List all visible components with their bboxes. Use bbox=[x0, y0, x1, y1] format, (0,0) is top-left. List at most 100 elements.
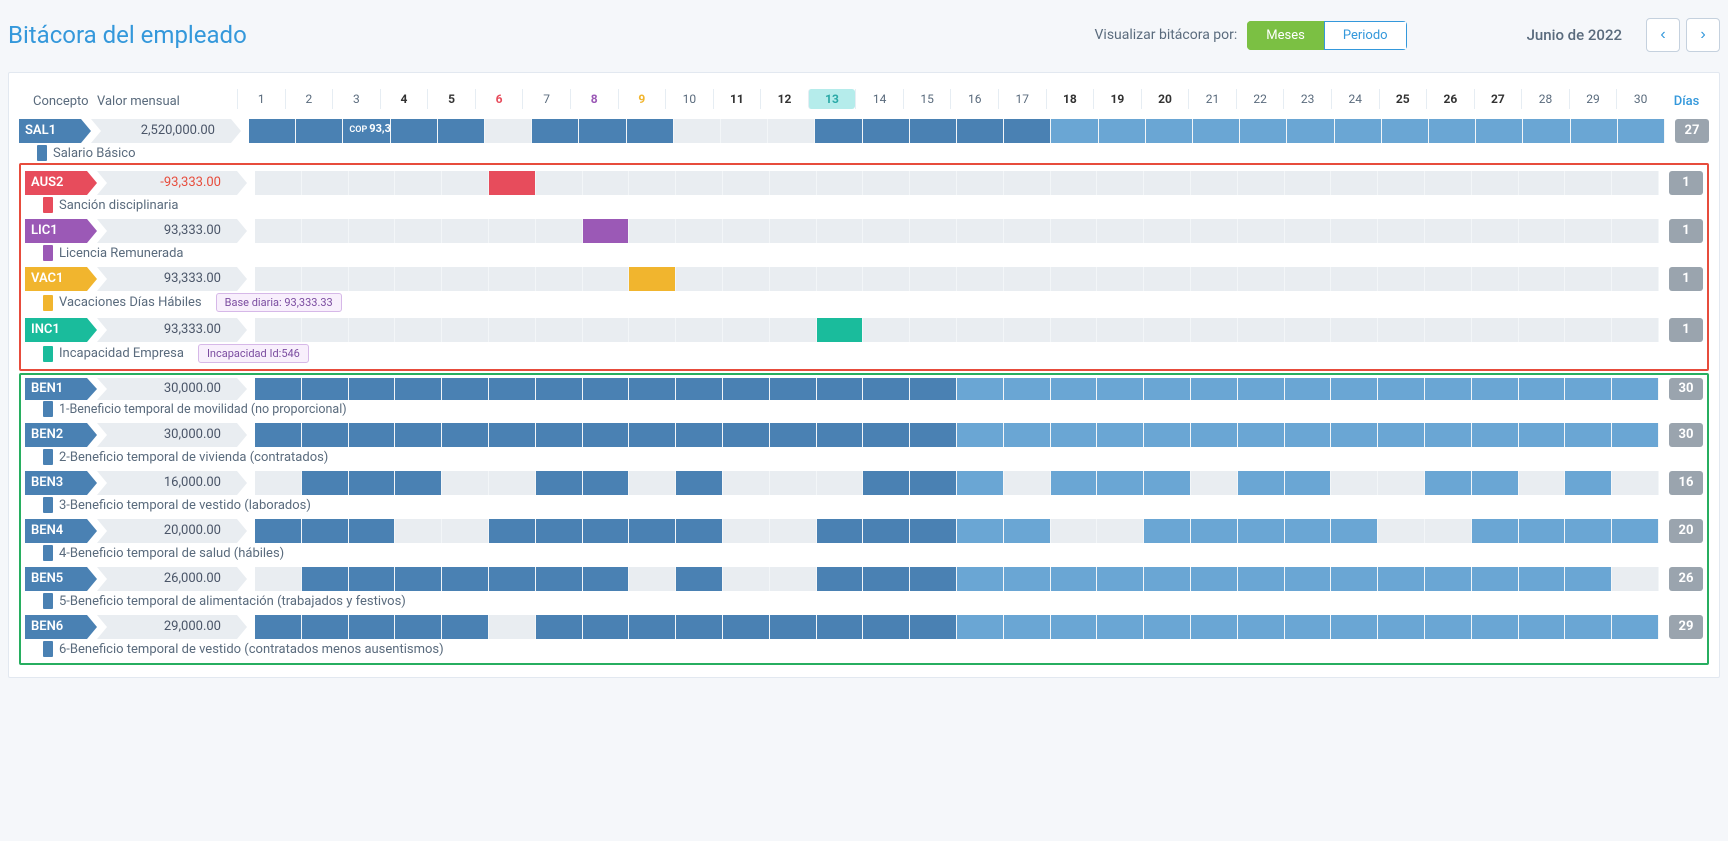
timeline-cell bbox=[1565, 267, 1612, 291]
concept-description: 3-Beneficio temporal de vestido (laborad… bbox=[59, 498, 311, 513]
timeline-cell bbox=[957, 119, 1004, 143]
concept-code-tag[interactable]: BEN4 bbox=[25, 519, 87, 543]
day-header-cell[interactable]: 28 bbox=[1521, 89, 1569, 109]
timeline-track bbox=[255, 615, 1659, 639]
timeline-cell bbox=[817, 567, 864, 591]
timeline-cell bbox=[1004, 318, 1051, 342]
day-header-cell[interactable]: 24 bbox=[1331, 89, 1379, 109]
row-main: BEN526,000.0026 bbox=[25, 567, 1703, 591]
timeline-cell bbox=[1425, 267, 1472, 291]
timeline-cell bbox=[1425, 378, 1472, 400]
day-header-cell[interactable]: 8 bbox=[570, 89, 618, 109]
timeline-cell bbox=[1004, 423, 1051, 447]
timeline-cell bbox=[1378, 267, 1425, 291]
timeline-cell bbox=[1519, 378, 1566, 400]
sub-color-marker bbox=[37, 145, 47, 161]
day-header-cell[interactable]: 30 bbox=[1616, 89, 1664, 109]
timeline-cell bbox=[1378, 318, 1425, 342]
day-header-cell[interactable]: 29 bbox=[1569, 89, 1617, 109]
day-header-cell[interactable]: 18 bbox=[1046, 89, 1094, 109]
day-header-cell[interactable]: 3 bbox=[332, 89, 380, 109]
view-toggle-meses[interactable]: Meses bbox=[1247, 21, 1324, 50]
timeline-cell bbox=[1051, 567, 1098, 591]
day-header-cell[interactable]: 13 bbox=[808, 89, 856, 109]
concept-code-tag[interactable]: INC1 bbox=[25, 318, 87, 342]
day-header-cell[interactable]: 14 bbox=[855, 89, 903, 109]
timeline-cell bbox=[676, 567, 723, 591]
row-main: VAC193,333.001 bbox=[25, 267, 1703, 291]
day-header-cell[interactable]: 20 bbox=[1141, 89, 1189, 109]
day-header-cell[interactable]: 4 bbox=[380, 89, 428, 109]
day-header-cell[interactable]: 25 bbox=[1379, 89, 1427, 109]
next-month-button[interactable]: › bbox=[1686, 18, 1720, 52]
timeline-cell bbox=[1378, 378, 1425, 400]
prev-month-button[interactable]: ‹ bbox=[1646, 18, 1680, 52]
timeline-cell bbox=[349, 567, 396, 591]
concept-code-tag[interactable]: VAC1 bbox=[25, 267, 87, 291]
timeline-cell bbox=[583, 378, 630, 400]
concept-value: 26,000.00 bbox=[97, 567, 237, 591]
view-toggle-label: Visualizar bitácora por: bbox=[1095, 27, 1238, 43]
timeline-cell bbox=[1565, 171, 1612, 195]
view-toggle-periodo[interactable]: Periodo bbox=[1324, 21, 1407, 50]
day-header-cell[interactable]: 10 bbox=[665, 89, 713, 109]
concept-code-tag[interactable]: BEN5 bbox=[25, 567, 87, 591]
day-header-cell[interactable]: 9 bbox=[618, 89, 666, 109]
day-header-cell[interactable]: 21 bbox=[1188, 89, 1236, 109]
row-subline: 2-Beneficio temporal de vivienda (contra… bbox=[25, 449, 1703, 465]
timeline-cell bbox=[1519, 471, 1566, 495]
timeline-cell bbox=[1240, 119, 1287, 143]
timeline-cell bbox=[395, 471, 442, 495]
timeline-cell bbox=[723, 519, 770, 543]
timeline-cell bbox=[1051, 219, 1098, 243]
concept-code-tag[interactable]: BEN2 bbox=[25, 423, 87, 447]
concept-code-tag[interactable]: SAL1 bbox=[19, 119, 81, 143]
row-main: AUS2-93,333.001 bbox=[25, 171, 1703, 195]
timeline-cell bbox=[1051, 615, 1098, 639]
day-header-cell[interactable]: 27 bbox=[1474, 89, 1522, 109]
day-header-cell[interactable]: 17 bbox=[998, 89, 1046, 109]
day-header-cell[interactable]: 5 bbox=[427, 89, 475, 109]
timeline-cell bbox=[583, 519, 630, 543]
timeline-cell bbox=[485, 119, 532, 143]
timeline-cell bbox=[768, 119, 815, 143]
timeline-cell bbox=[489, 318, 536, 342]
day-header-cell[interactable]: 7 bbox=[522, 89, 570, 109]
timeline-cell bbox=[957, 567, 1004, 591]
day-header-cell[interactable]: 12 bbox=[760, 89, 808, 109]
concept-row: BEN420,000.00204-Beneficio temporal de s… bbox=[25, 519, 1703, 561]
day-header-cell[interactable]: 11 bbox=[713, 89, 761, 109]
timeline-cell bbox=[629, 423, 676, 447]
concept-code-tag[interactable]: BEN3 bbox=[25, 471, 87, 495]
timeline-track bbox=[255, 567, 1659, 591]
concept-code-tag[interactable]: AUS2 bbox=[25, 171, 87, 195]
day-header-cell[interactable]: 22 bbox=[1236, 89, 1284, 109]
timeline-cell bbox=[1618, 119, 1665, 143]
day-header-cell[interactable]: 19 bbox=[1093, 89, 1141, 109]
day-header-cell[interactable]: 2 bbox=[285, 89, 333, 109]
timeline-cell bbox=[1191, 519, 1238, 543]
day-header-cell[interactable]: 1 bbox=[237, 89, 285, 109]
timeline-cell bbox=[910, 318, 957, 342]
timeline-cell bbox=[957, 471, 1004, 495]
day-header-cell[interactable]: 26 bbox=[1426, 89, 1474, 109]
timeline-cell bbox=[1097, 318, 1144, 342]
day-header-cell[interactable]: 6 bbox=[475, 89, 523, 109]
timeline-cell bbox=[1472, 471, 1519, 495]
day-header-cell[interactable]: 16 bbox=[950, 89, 998, 109]
concept-description: 4-Beneficio temporal de salud (hábiles) bbox=[59, 546, 284, 561]
day-header-cell[interactable]: 23 bbox=[1283, 89, 1331, 109]
timeline-cell bbox=[583, 318, 630, 342]
timeline-cell bbox=[536, 615, 583, 639]
day-header-cell[interactable]: 15 bbox=[903, 89, 951, 109]
concept-code-tag[interactable]: LIC1 bbox=[25, 219, 87, 243]
timeline-cell bbox=[1331, 219, 1378, 243]
timeline-cell bbox=[1331, 267, 1378, 291]
timeline-cell bbox=[1519, 615, 1566, 639]
timeline-cell bbox=[1238, 471, 1285, 495]
timeline-cell bbox=[910, 615, 957, 639]
concept-code-tag[interactable]: BEN6 bbox=[25, 615, 87, 639]
concept-code-tag[interactable]: BEN1 bbox=[25, 378, 87, 400]
timeline-cell bbox=[676, 318, 723, 342]
timeline-cell bbox=[863, 378, 910, 400]
